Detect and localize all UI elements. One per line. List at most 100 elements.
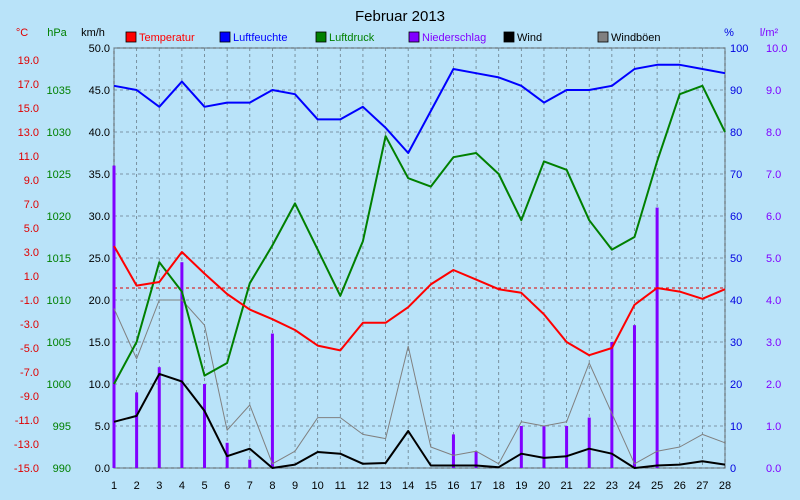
x-tick-label: 25 [651, 480, 663, 492]
pressure-unit-label: hPa [47, 27, 67, 39]
legend-label: Temperatur [139, 32, 195, 44]
humidity-tick-label: 100 [730, 43, 748, 55]
precip-tick-label: 6.0 [766, 211, 781, 223]
precip-bar [248, 459, 252, 468]
temp-unit-label: °C [16, 27, 28, 39]
pressure-tick-label: 995 [53, 421, 71, 433]
wind-tick-label: 5.0 [95, 421, 110, 433]
wind-tick-label: 30.0 [89, 211, 110, 223]
precip-tick-label: 2.0 [766, 379, 781, 391]
precip-bar [180, 262, 184, 468]
wind-unit-label: km/h [81, 27, 105, 39]
temp-tick-label: -15.0 [14, 463, 39, 475]
pressure-tick-label: 990 [53, 463, 71, 475]
humidity-tick-label: 60 [730, 211, 742, 223]
x-tick-label: 22 [583, 480, 595, 492]
x-tick-label: 1 [111, 480, 117, 492]
x-axis: 1 2 3 4 5 6 7 8 9 10 11 12 13 14 15 16 17 18 19 20 21 22 23 24 2… [111, 480, 731, 492]
legend-label: Luftdruck [329, 32, 375, 44]
precip-tick-label: 3.0 [766, 337, 781, 349]
humidity-tick-label: 30 [730, 337, 742, 349]
precip-unit-label: l/m² [760, 27, 779, 39]
wind-axis: 0.0 5.0 10.0 15.0 20.0 25.0 30.0 35.0 40.0 45.0 50… [89, 43, 110, 475]
wind-tick-label: 25.0 [89, 253, 110, 265]
x-tick-label: 2 [134, 480, 140, 492]
temp-tick-label: -5.0 [20, 343, 39, 355]
legend-swatch [219, 31, 231, 43]
legend-swatch [125, 31, 137, 43]
legend-label: Wind [517, 32, 542, 44]
temp-tick-label: 3.0 [24, 247, 39, 259]
humidity-unit-label: % [724, 27, 734, 39]
legend-swatch [503, 31, 515, 43]
temp-tick-label: -13.0 [14, 439, 39, 451]
precip-bar [451, 434, 455, 468]
wind-tick-label: 0.0 [95, 463, 110, 475]
humidity-tick-label: 70 [730, 169, 742, 181]
x-tick-label: 27 [696, 480, 708, 492]
precip-bar [135, 392, 139, 468]
series-luftdruck-line [113, 84, 726, 385]
precip-bar [203, 384, 207, 468]
wind-tick-label: 40.0 [89, 127, 110, 139]
temp-tick-label: -7.0 [20, 367, 39, 379]
x-tick-label: 18 [493, 480, 505, 492]
precip-bar [270, 333, 274, 468]
temp-tick-label: -9.0 [20, 391, 39, 403]
precip-tick-label: 9.0 [766, 85, 781, 97]
x-tick-label: 23 [606, 480, 618, 492]
series-windboeen-line [113, 299, 726, 465]
humidity-tick-label: 10 [730, 421, 742, 433]
humidity-tick-label: 40 [730, 295, 742, 307]
precip-bar [632, 325, 636, 468]
x-tick-label: 19 [515, 480, 527, 492]
series-wind-line [113, 372, 726, 469]
precip-bar [112, 165, 116, 468]
precip-bar [474, 451, 478, 468]
x-tick-label: 15 [425, 480, 437, 492]
x-tick-label: 7 [247, 480, 253, 492]
x-tick-label: 8 [269, 480, 275, 492]
temp-tick-label: -3.0 [20, 319, 39, 331]
precip-bar [519, 426, 523, 468]
temp-tick-label: 1.0 [24, 271, 39, 283]
precip-tick-label: 4.0 [766, 295, 781, 307]
pressure-tick-label: 1030 [47, 127, 71, 139]
pressure-tick-label: 1020 [47, 211, 71, 223]
temp-tick-label: -11.0 [15, 415, 39, 427]
x-tick-label: 10 [312, 480, 324, 492]
x-tick-label: 6 [224, 480, 230, 492]
humidity-tick-label: 0 [730, 463, 736, 475]
humidity-tick-label: 20 [730, 379, 742, 391]
precip-tick-label: 7.0 [766, 169, 781, 181]
legend-label: Niederschlag [422, 32, 486, 44]
x-tick-label: 3 [156, 480, 162, 492]
series-lines [113, 63, 726, 469]
x-tick-label: 5 [201, 480, 207, 492]
precip-bar [542, 426, 546, 468]
legend-label: Windböen [611, 32, 661, 44]
x-tick-label: 9 [292, 480, 298, 492]
precip-tick-label: 10.0 [766, 43, 787, 55]
x-tick-label: 24 [628, 480, 640, 492]
precip-bar [157, 367, 161, 468]
humidity-tick-label: 50 [730, 253, 742, 265]
precip-tick-label: 8.0 [766, 127, 781, 139]
legend-swatch [315, 31, 327, 43]
x-tick-label: 12 [357, 480, 369, 492]
grid-lines [113, 47, 726, 469]
legend-swatch [597, 31, 609, 43]
wind-tick-label: 35.0 [89, 169, 110, 181]
temp-tick-label: -1.0 [20, 295, 39, 307]
precip-axis: 0.0 1.0 2.0 3.0 4.0 5.0 6.0 7.0 8.0 9.0 10.0 [766, 43, 787, 475]
humidity-tick-label: 90 [730, 85, 742, 97]
x-tick-label: 17 [470, 480, 482, 492]
temp-tick-label: 11.0 [18, 151, 39, 163]
x-tick-label: 14 [402, 480, 414, 492]
precip-bar [565, 426, 569, 468]
humidity-tick-label: 80 [730, 127, 742, 139]
wind-tick-label: 45.0 [89, 85, 110, 97]
temp-tick-label: 5.0 [24, 223, 39, 235]
precip-bar [655, 207, 659, 468]
